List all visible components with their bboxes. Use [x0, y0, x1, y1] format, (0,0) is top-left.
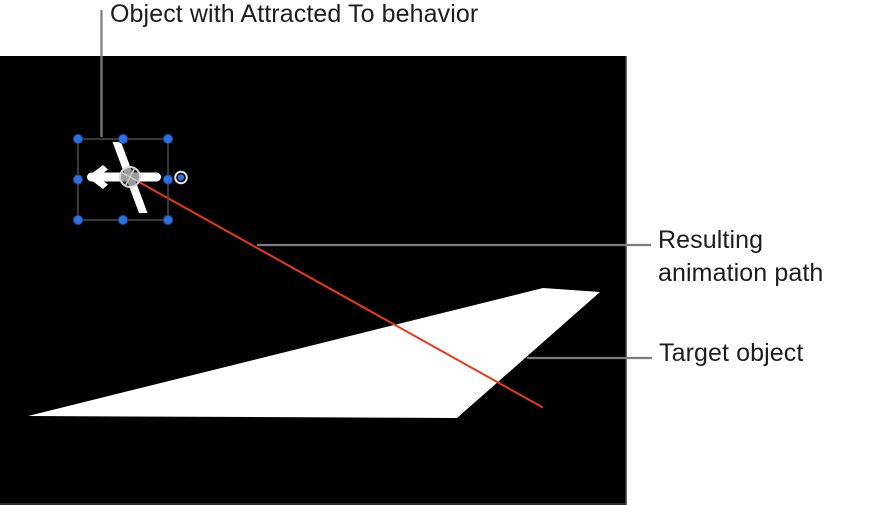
rotation-handle-dot [177, 174, 185, 181]
selection-handle-top-left[interactable] [72, 133, 84, 145]
label-attracted-object: Object with Attracted To behavior [110, 0, 479, 28]
label-animation-path: Resulting animation path [658, 226, 824, 287]
selection-handle-top-right[interactable] [162, 133, 174, 145]
rotation-handle-ring [174, 170, 188, 185]
selection-handle-mid-right[interactable] [162, 174, 174, 185]
target-object-shape[interactable] [28, 288, 600, 418]
rotation-handle-icon[interactable] [174, 170, 188, 185]
canvas-background[interactable] [0, 56, 626, 505]
selection-handle-top-mid[interactable] [117, 133, 129, 145]
selection-handle-bottom-right[interactable] [162, 214, 174, 226]
label-target-object: Target object [659, 339, 804, 367]
selection-handle-mid-left[interactable] [72, 174, 84, 185]
selection-handle-bottom-left[interactable] [72, 214, 84, 226]
animation-path-line [129, 176, 543, 408]
anchor-point-icon [119, 166, 141, 188]
selection-handle-bottom-mid[interactable] [117, 214, 129, 226]
airplane-fuselage [87, 172, 161, 182]
selection-handles [72, 133, 174, 226]
